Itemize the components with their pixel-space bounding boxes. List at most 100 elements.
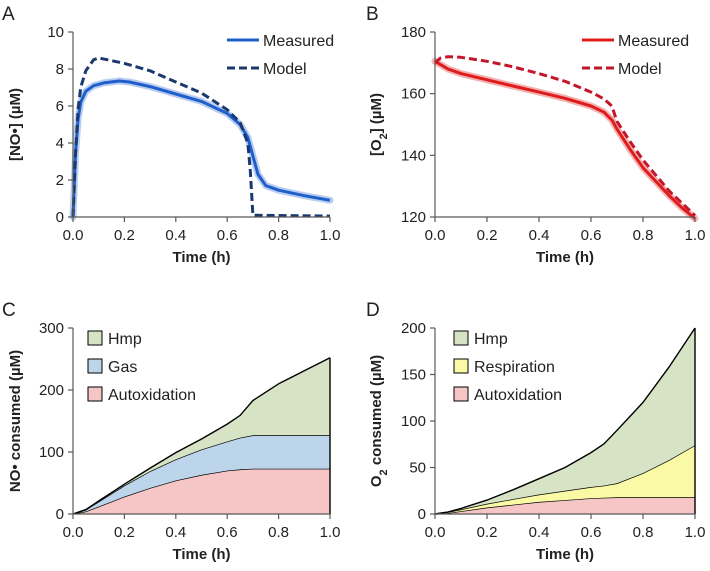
y-axis-title-subscript: 2 (378, 469, 390, 475)
y-tick-label: 140 (401, 147, 426, 164)
legend-swatch-hmp (87, 330, 103, 346)
x-tick-label: 0.4 (165, 524, 186, 541)
y-tick-label: 0 (56, 209, 64, 226)
x-tick-label: 0.6 (581, 524, 602, 541)
axes: 120 140 160 180 0.0 0.2 0.4 0.6 0.8 1.0 (401, 24, 705, 244)
y-tick-label: 0 (418, 506, 426, 523)
legend-label: Model (618, 61, 662, 78)
y-tick-label: 2 (56, 172, 64, 189)
panel-letter: A (2, 4, 15, 25)
x-tick-label: 0.0 (63, 227, 84, 244)
y-tick-label: 300 (39, 320, 64, 337)
area-autoxidation (435, 497, 695, 514)
y-tick-label: 150 (401, 367, 426, 384)
x-tick-label: 0.4 (165, 227, 186, 244)
y-axis-title: [NO•] (µM) (7, 88, 24, 161)
legend: Measured Model (227, 33, 334, 78)
legend-swatch-gas (87, 358, 103, 374)
y-tick-label: 50 (409, 460, 426, 477)
legend-swatch-autoxidation (87, 386, 103, 402)
y-tick-label: 160 (401, 86, 426, 103)
y-axis-title-main: [O (368, 139, 385, 156)
plot-area (69, 56, 334, 221)
legend-swatch-hmp (453, 330, 469, 346)
legend-label: Respiration (474, 359, 555, 376)
x-tick-label: 0.8 (633, 227, 654, 244)
x-tick-label: 0.8 (268, 227, 289, 244)
x-tick-label: 0.6 (217, 524, 238, 541)
y-tick-label: 0 (56, 506, 64, 523)
y-tick-label: 100 (401, 413, 426, 430)
x-tick-label: 1.0 (685, 227, 706, 244)
x-tick-label: 0.8 (633, 524, 654, 541)
area-respiration (435, 445, 695, 514)
legend-label: Hmp (474, 331, 508, 348)
x-tick-label: 1.0 (320, 524, 341, 541)
legend: Hmp Respiration Autoxidation (453, 330, 562, 404)
y-axis-title-subscript: 2 (378, 133, 390, 139)
x-tick-label: 0.6 (581, 227, 602, 244)
axes: 0 2 4 6 8 10 0.0 0.2 0.4 0.6 0.8 1.0 (47, 24, 340, 244)
panel-b: B 120 140 160 180 0.0 0.2 0.4 0.6 0.8 1.0 Time (h) [… (366, 4, 705, 266)
x-tick-label: 0.2 (477, 227, 498, 244)
legend-label: Autoxidation (108, 387, 196, 404)
x-tick-label: 0.8 (268, 524, 289, 541)
y-tick-label: 200 (39, 382, 64, 399)
legend-label: Autoxidation (474, 387, 562, 404)
area-hmp (73, 357, 330, 514)
x-tick-label: 0.0 (63, 524, 84, 541)
panel-letter: C (2, 300, 16, 321)
y-axis-title-main: O (368, 475, 385, 487)
panel-d: D 0 50 100 150 200 0.0 0.2 0.4 0.6 0.8 1.0 Time (h) O… (366, 300, 705, 563)
x-tick-label: 0.4 (529, 524, 550, 541)
plot-area (434, 327, 696, 515)
area-hmp (435, 328, 695, 514)
y-tick-label: 120 (401, 209, 426, 226)
x-tick-label: 0.6 (217, 227, 238, 244)
x-axis-title: Time (h) (536, 546, 594, 563)
x-tick-label: 0.2 (477, 524, 498, 541)
x-axis-title: Time (h) (172, 546, 230, 563)
series-line-measured (71, 79, 331, 218)
axes: 0 50 100 150 200 0.0 0.2 0.4 0.6 0.8 1.0 (401, 320, 705, 541)
y-tick-label: 8 (56, 61, 64, 78)
y-axis-title-end: ] (µM) (368, 93, 385, 133)
x-tick-label: 0.2 (114, 227, 135, 244)
area-gas (73, 435, 330, 514)
legend-label: Gas (108, 359, 137, 376)
legend-swatch-autoxidation (453, 386, 469, 402)
legend-label: Measured (618, 33, 689, 50)
y-tick-label: 6 (56, 98, 64, 115)
x-tick-label: 1.0 (685, 524, 706, 541)
y-tick-label: 100 (39, 444, 64, 461)
panel-letter: D (366, 300, 380, 321)
panel-c: C 0 100 200 300 0.0 0.2 0.4 0.6 0.8 1.0 Time (h) NO•… (2, 300, 340, 563)
legend-swatch-respiration (453, 358, 469, 374)
legend-label: Hmp (108, 331, 142, 348)
axes: 0 100 200 300 0.0 0.2 0.4 0.6 0.8 1.0 (39, 320, 340, 541)
series-line-measured (434, 60, 696, 220)
legend-label: Measured (263, 33, 334, 50)
legend: Measured Model (582, 33, 689, 78)
series-band-measured (431, 57, 699, 222)
y-axis-title: NO• consumed (µM) (7, 350, 24, 492)
x-tick-label: 0.0 (425, 524, 446, 541)
y-axis-title: O2 consumed (µM) (368, 355, 390, 487)
x-tick-label: 0.4 (529, 227, 550, 244)
x-axis-title: Time (h) (536, 249, 594, 266)
area-autoxidation (73, 468, 330, 514)
y-axis-title: [O2] (µM) (368, 93, 390, 156)
panel-a: A 0 2 4 6 8 10 0.0 0.2 0.4 0.6 0.8 1.0 Time (h) [NO•] … (2, 4, 340, 266)
series-line-model (71, 56, 331, 218)
area-boundary-hmp (72, 357, 331, 515)
plot-area (431, 55, 699, 222)
series-line-model (434, 55, 697, 217)
y-tick-label: 4 (56, 135, 64, 152)
y-tick-label: 10 (47, 24, 64, 41)
y-axis-title-end: consumed (µM) (368, 355, 385, 469)
legend: Hmp Gas Autoxidation (87, 330, 196, 404)
area-boundary-hmp (434, 327, 696, 515)
x-tick-label: 1.0 (320, 227, 341, 244)
y-tick-label: 200 (401, 320, 426, 337)
